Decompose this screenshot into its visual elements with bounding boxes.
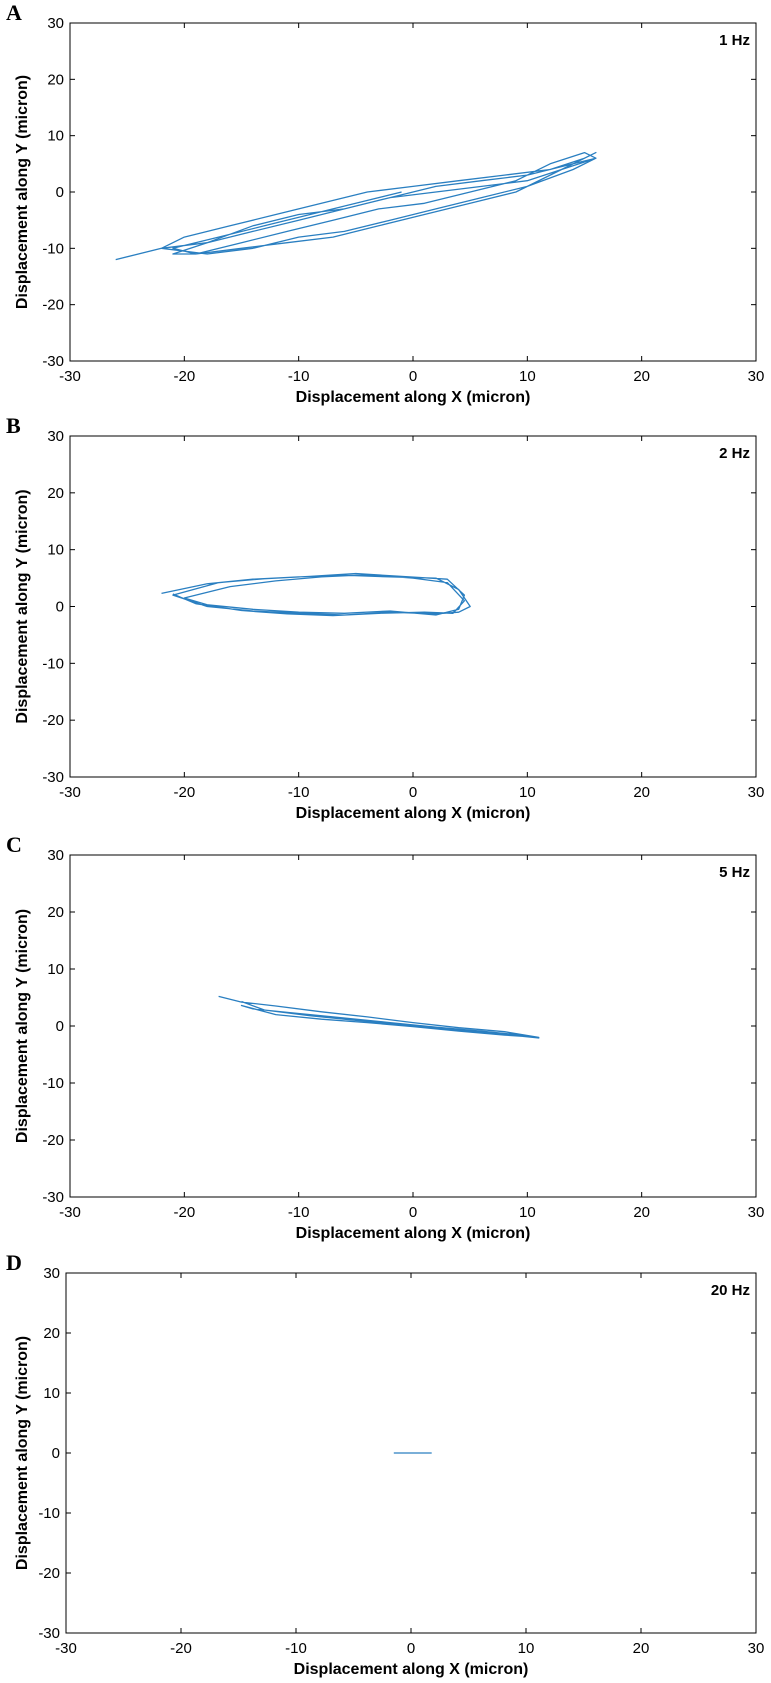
y-tick-label-b: 30: [47, 428, 64, 445]
x-tick-label-c: 20: [633, 1204, 650, 1221]
x-tick-label-d: 10: [518, 1640, 535, 1657]
y-tick-label-b: -10: [42, 655, 64, 672]
x-axis-title-b: Displacement along X (micron): [296, 805, 531, 822]
x-tick-label-c: -10: [288, 1204, 310, 1221]
x-tick-label-d: -10: [285, 1640, 307, 1657]
y-tick-label-c: -10: [42, 1075, 64, 1092]
x-tick-label-b: -10: [288, 784, 310, 801]
x-tick-label-b: -30: [59, 784, 81, 801]
y-tick-label-a: 10: [47, 128, 64, 145]
frequency-label-b: 2 Hz: [719, 445, 750, 462]
y-axis-title-b: Displacement along Y (micron): [14, 489, 31, 723]
x-tick-label-d: 30: [748, 1640, 765, 1657]
x-axis-title-d: Displacement along X (micron): [294, 1661, 529, 1678]
frequency-label-d: 20 Hz: [711, 1282, 750, 1299]
y-tick-label-b: 20: [47, 485, 64, 502]
trajectory-line-b: [161, 572, 471, 617]
y-tick-label-c: -30: [42, 1189, 64, 1206]
frequency-label-c: 5 Hz: [719, 864, 750, 881]
y-tick-label-c: -20: [42, 1132, 64, 1149]
y-tick-label-b: 10: [47, 542, 64, 559]
x-axis-title-c: Displacement along X (micron): [296, 1225, 531, 1242]
y-tick-label-b: -30: [42, 769, 64, 786]
x-tick-label-a: -10: [288, 368, 310, 385]
trajectory-line-a: [115, 151, 597, 261]
x-axis-title-a: Displacement along X (micron): [296, 389, 531, 406]
y-tick-label-b: -20: [42, 712, 64, 729]
x-tick-label-d: -30: [55, 1640, 77, 1657]
y-tick-label-c: 10: [47, 961, 64, 978]
x-tick-label-c: 0: [409, 1204, 417, 1221]
x-tick-label-c: -20: [173, 1204, 195, 1221]
y-tick-label-d: 10: [43, 1385, 60, 1402]
x-tick-label-c: 30: [748, 1204, 765, 1221]
x-tick-label-a: -30: [59, 368, 81, 385]
panel-letter-b: B: [6, 413, 21, 438]
y-tick-label-a: 30: [47, 15, 64, 32]
x-tick-label-d: 20: [633, 1640, 650, 1657]
y-tick-label-c: 20: [47, 904, 64, 921]
y-tick-label-c: 30: [47, 847, 64, 864]
x-tick-label-d: -20: [170, 1640, 192, 1657]
x-tick-label-a: 30: [748, 368, 765, 385]
panel-letter-a: A: [6, 0, 22, 25]
y-tick-label-a: 0: [56, 184, 64, 201]
y-axis-title-d: Displacement along Y (micron): [14, 1336, 31, 1570]
x-tick-label-b: 10: [519, 784, 536, 801]
y-tick-label-d: 30: [43, 1265, 60, 1282]
y-tick-label-a: -30: [42, 353, 64, 370]
y-axis-title-c: Displacement along Y (micron): [14, 909, 31, 1143]
plot-frame-b: [69, 435, 757, 778]
panel-letter-c: C: [6, 832, 22, 857]
y-tick-label-d: -20: [38, 1565, 60, 1582]
y-axis-title-a: Displacement along Y (micron): [14, 75, 31, 309]
x-tick-label-a: 10: [519, 368, 536, 385]
x-tick-label-b: 0: [409, 784, 417, 801]
y-tick-label-a: -20: [42, 297, 64, 314]
y-tick-label-a: -10: [42, 240, 64, 257]
panel-letter-d: D: [6, 1250, 22, 1275]
y-tick-label-c: 0: [56, 1018, 64, 1035]
x-tick-label-a: -20: [173, 368, 195, 385]
y-tick-label-a: 20: [47, 71, 64, 88]
y-tick-label-d: -10: [38, 1505, 60, 1522]
y-tick-label-d: 20: [43, 1325, 60, 1342]
y-tick-label-d: 0: [52, 1445, 60, 1462]
y-tick-label-b: 0: [56, 599, 64, 616]
x-tick-label-b: 30: [748, 784, 765, 801]
frequency-label-a: 1 Hz: [719, 32, 750, 49]
x-tick-label-c: 10: [519, 1204, 536, 1221]
x-tick-label-a: 0: [409, 368, 417, 385]
trajectory-line-c: [218, 995, 540, 1039]
x-tick-label-c: -30: [59, 1204, 81, 1221]
x-tick-label-a: 20: [633, 368, 650, 385]
y-tick-label-d: -30: [38, 1625, 60, 1642]
x-tick-label-b: 20: [633, 784, 650, 801]
x-tick-label-d: 0: [407, 1640, 415, 1657]
x-tick-label-b: -20: [173, 784, 195, 801]
